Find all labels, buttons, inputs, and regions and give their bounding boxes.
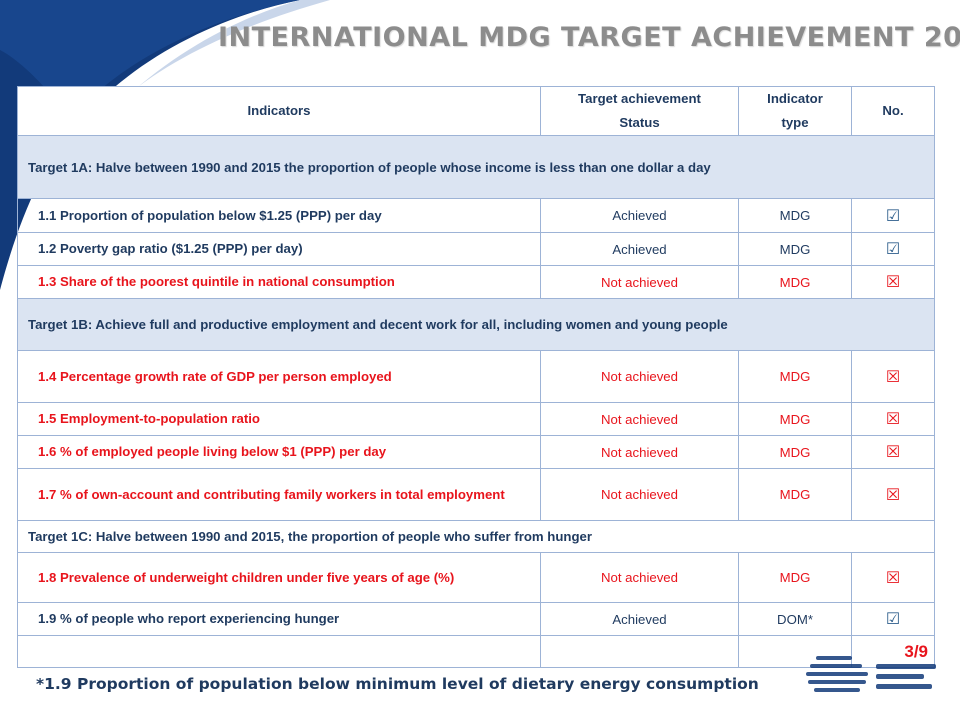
check-icon: ☑ [851, 232, 935, 266]
type-cell: MDG [738, 468, 852, 521]
header-type-line1: Indicator [767, 91, 823, 106]
indicator-label: 1.4 Percentage growth rate of GDP per pe… [17, 350, 541, 403]
type-cell: MDG [738, 402, 852, 436]
status-cell: Not achieved [540, 265, 739, 299]
indicator-label: 1.2 Poverty gap ratio ($1.25 (PPP) per d… [17, 232, 541, 266]
target-row-1b: Target 1B: Achieve full and productive e… [17, 298, 935, 351]
header-type: Indicator type [738, 86, 852, 136]
cross-icon: ☒ [851, 402, 935, 436]
table-row: 1.9 % of people who report experiencing … [17, 602, 935, 636]
empty-cell [540, 635, 739, 668]
type-cell: MDG [738, 435, 852, 469]
status-cell: Not achieved [540, 350, 739, 403]
indicator-label: 1.3 Share of the poorest quintile in nat… [17, 265, 541, 299]
status-cell: Not achieved [540, 402, 739, 436]
type-cell: MDG [738, 552, 852, 603]
table-row: 1.2 Poverty gap ratio ($1.25 (PPP) per d… [17, 232, 935, 266]
type-cell: MDG [738, 232, 852, 266]
status-cell: Achieved [540, 602, 739, 636]
check-icon: ☑ [851, 602, 935, 636]
header-no: No. [851, 86, 935, 136]
table-row: 1.6 % of employed people living below $1… [17, 435, 935, 469]
type-cell: DOM* [738, 602, 852, 636]
cross-icon: ☒ [851, 350, 935, 403]
cross-icon: ☒ [851, 435, 935, 469]
indicator-label: 1.7 % of own-account and contributing fa… [17, 468, 541, 521]
target-label: Target 1B: Achieve full and productive e… [17, 298, 935, 351]
target-label: Target 1C: Halve between 1990 and 2015, … [17, 520, 935, 553]
indicator-label: 1.8 Prevalence of underweight children u… [17, 552, 541, 603]
table-header-row: Indicators Target achievement Status Ind… [17, 86, 935, 136]
cross-icon: ☒ [851, 265, 935, 299]
type-cell: MDG [738, 198, 852, 233]
empty-cell [17, 635, 541, 668]
target-row-1c: Target 1C: Halve between 1990 and 2015, … [17, 520, 935, 553]
table-row: 1.7 % of own-account and contributing fa… [17, 468, 935, 521]
header-status-line2: Status [619, 115, 660, 130]
status-cell: Achieved [540, 232, 739, 266]
table-row: 1.8 Prevalence of underweight children u… [17, 552, 935, 603]
mdg-table: Indicators Target achievement Status Ind… [17, 86, 935, 668]
table-row: 1.4 Percentage growth rate of GDP per pe… [17, 350, 935, 403]
status-cell: Achieved [540, 198, 739, 233]
type-cell: MDG [738, 265, 852, 299]
table-row-empty: 3/9 [17, 635, 935, 668]
organization-logo [806, 656, 936, 692]
header-status-line1: Target achievement [578, 91, 701, 106]
check-icon: ☑ [851, 198, 935, 233]
cross-icon: ☒ [851, 552, 935, 603]
status-cell: Not achieved [540, 552, 739, 603]
page-title: INTERNATIONAL MDG TARGET ACHIEVEMENT 201… [218, 22, 960, 53]
header-status: Target achievement Status [540, 86, 739, 136]
indicator-label: 1.9 % of people who report experiencing … [17, 602, 541, 636]
target-label: Target 1A: Halve between 1990 and 2015 t… [17, 135, 935, 199]
page-number: 3/9 [851, 635, 935, 668]
type-cell: MDG [738, 350, 852, 403]
table-row: 1.1 Proportion of population below $1.25… [17, 198, 935, 233]
footnote: *1.9 Proportion of population below mini… [36, 675, 759, 693]
header-type-line2: type [781, 115, 809, 130]
indicator-label: 1.1 Proportion of population below $1.25… [17, 198, 541, 233]
cross-icon: ☒ [851, 468, 935, 521]
header-indicators: Indicators [17, 86, 541, 136]
indicator-label: 1.5 Employment-to-population ratio [17, 402, 541, 436]
table-row: 1.3 Share of the poorest quintile in nat… [17, 265, 935, 299]
status-cell: Not achieved [540, 435, 739, 469]
target-row-1a: Target 1A: Halve between 1990 and 2015 t… [17, 135, 935, 199]
table-row: 1.5 Employment-to-population ratio Not a… [17, 402, 935, 436]
empty-cell [738, 635, 852, 668]
indicator-label: 1.6 % of employed people living below $1… [17, 435, 541, 469]
status-cell: Not achieved [540, 468, 739, 521]
